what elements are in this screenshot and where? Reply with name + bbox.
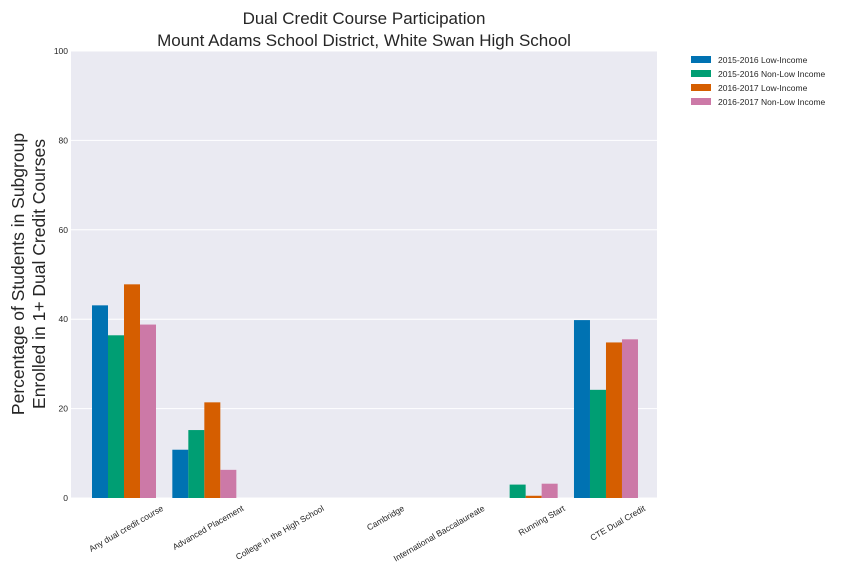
x-tick-label: CTE Dual Credit xyxy=(588,503,647,543)
y-tick-label: 60 xyxy=(59,225,69,235)
bar xyxy=(589,389,606,498)
legend-swatch-3 xyxy=(691,98,711,105)
bar xyxy=(92,305,108,498)
bar xyxy=(204,402,221,498)
legend-label-0: 2015-2016 Low-Income xyxy=(718,55,808,65)
x-tick-label: Any dual credit course xyxy=(87,503,165,554)
legend-label-2: 2016-2017 Low-Income xyxy=(718,83,808,93)
bar xyxy=(220,469,237,498)
bar xyxy=(124,284,140,498)
chart-title-line-2: Mount Adams School District, White Swan … xyxy=(157,31,571,50)
bars xyxy=(92,284,638,498)
bar xyxy=(605,342,622,498)
legend-label-1: 2015-2016 Non-Low Income xyxy=(718,69,826,79)
y-tick-label: 0 xyxy=(63,493,68,503)
legend-swatch-1 xyxy=(691,70,711,77)
y-tick-label: 40 xyxy=(59,314,69,324)
y-tick-labels: 0 20 40 60 80 100 xyxy=(54,46,68,503)
bar xyxy=(509,484,526,498)
x-tick-label: College in the High School xyxy=(234,503,326,562)
x-tick-label: Running Start xyxy=(517,503,568,538)
bar xyxy=(188,430,205,498)
x-tick-label: Advanced Placement xyxy=(171,503,246,552)
bar xyxy=(573,320,590,498)
bar xyxy=(525,495,542,498)
plot-background xyxy=(71,51,657,498)
y-axis-label-line-2: Enrolled in 1+ Dual Credit Courses xyxy=(29,139,49,409)
bar xyxy=(541,483,558,498)
chart-title-line-1: Dual Credit Course Participation xyxy=(243,9,486,28)
x-tick-label: Cambridge xyxy=(365,503,406,533)
bar xyxy=(108,335,124,498)
bar xyxy=(140,324,156,498)
bar xyxy=(621,339,638,498)
y-axis-label-line-1: Percentage of Students in Subgroup xyxy=(8,133,28,415)
y-tick-label: 100 xyxy=(54,46,68,56)
gridlines xyxy=(71,50,657,499)
legend-swatch-0 xyxy=(691,56,711,63)
legend-swatch-2 xyxy=(691,84,711,91)
y-tick-label: 80 xyxy=(59,135,69,145)
bar xyxy=(172,449,189,498)
legend: 2015-2016 Low-Income 2015-2016 Non-Low I… xyxy=(691,55,826,107)
x-tick-labels: Any dual credit course Advanced Placement… xyxy=(87,503,647,564)
x-tick-label: International Baccalaureate xyxy=(392,503,487,564)
legend-label-3: 2016-2017 Non-Low Income xyxy=(718,97,826,107)
y-tick-label: 20 xyxy=(59,404,69,414)
